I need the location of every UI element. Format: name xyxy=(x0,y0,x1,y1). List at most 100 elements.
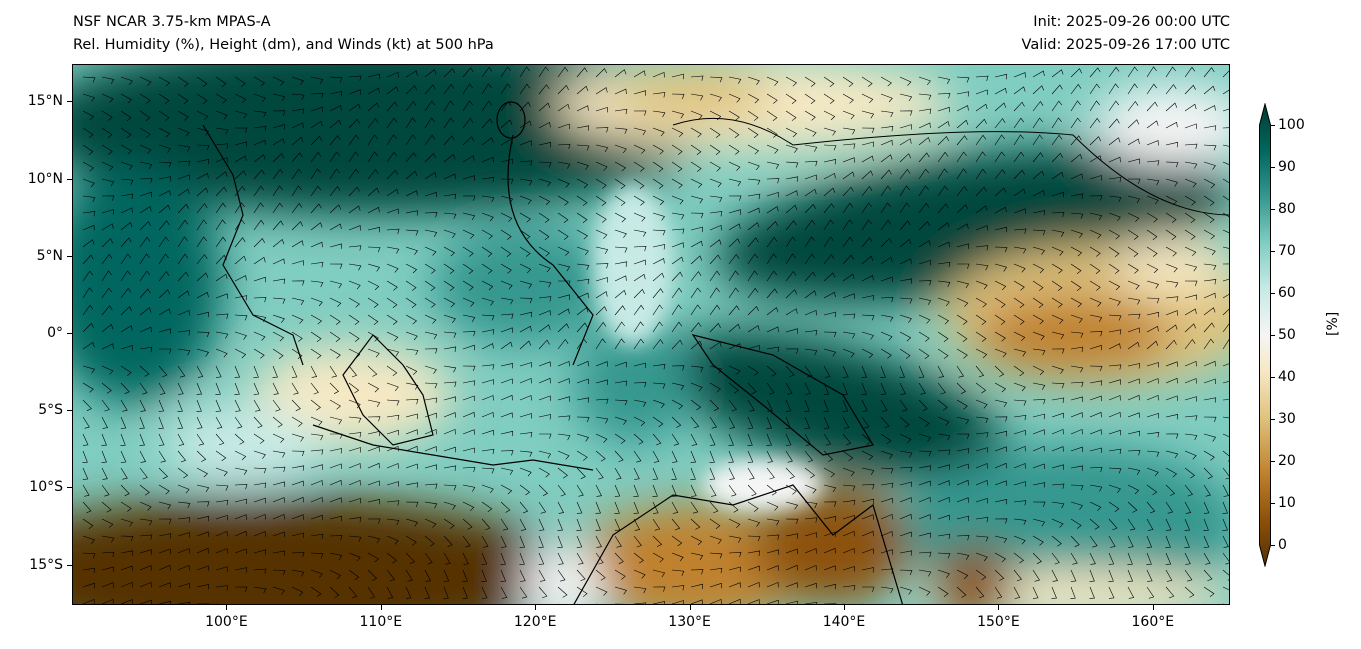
wind-barb xyxy=(1165,66,1176,78)
wind-barb xyxy=(1165,296,1179,302)
wind-barb xyxy=(842,186,854,197)
wind-barb xyxy=(272,433,285,443)
wind-barb xyxy=(671,433,680,446)
wind-barb xyxy=(443,135,455,146)
wind-barb xyxy=(82,322,94,333)
wind-barb xyxy=(1146,311,1160,318)
wind-barb xyxy=(405,413,418,420)
wind-barb xyxy=(899,202,910,214)
wind-barb xyxy=(880,219,892,231)
wind-barb xyxy=(861,484,875,490)
wind-barb xyxy=(1051,412,1064,419)
wind-barb xyxy=(1146,535,1153,548)
wind-barb xyxy=(728,518,741,529)
wind-barb xyxy=(443,212,457,219)
wind-barb xyxy=(595,501,601,514)
wind-barb xyxy=(690,195,704,204)
wind-barb xyxy=(1089,365,1103,372)
wind-barb xyxy=(538,142,552,148)
wind-barb xyxy=(215,93,227,104)
wind-barb xyxy=(652,244,666,250)
wind-barb xyxy=(1032,445,1045,452)
wind-barb xyxy=(310,416,323,426)
wind-barb xyxy=(424,569,431,582)
wind-barb xyxy=(709,552,723,559)
wind-barb xyxy=(139,399,146,412)
wind-barb xyxy=(1203,85,1216,95)
wind-barb xyxy=(215,76,227,87)
wind-barb xyxy=(937,382,946,395)
wind-barb xyxy=(747,416,754,429)
wind-barb xyxy=(1165,229,1177,240)
wind-barb xyxy=(690,569,704,575)
wind-barb xyxy=(975,118,987,129)
wind-barb xyxy=(728,343,741,350)
lat-tick-mark xyxy=(67,564,72,566)
wind-barb xyxy=(158,365,168,378)
wind-barb xyxy=(367,102,380,112)
wind-barb xyxy=(196,144,210,151)
wind-barb xyxy=(557,338,569,350)
wind-barb xyxy=(177,174,190,180)
wind-barb xyxy=(652,127,665,137)
wind-barb xyxy=(690,304,701,316)
wind-barb xyxy=(329,552,343,560)
wind-barb xyxy=(937,76,951,84)
wind-barb xyxy=(481,569,487,582)
wind-barb xyxy=(101,598,114,604)
wind-barb xyxy=(614,484,621,497)
wind-barb xyxy=(709,535,722,545)
wind-barb xyxy=(652,288,664,299)
wind-barb xyxy=(139,382,148,395)
wind-barb xyxy=(367,365,378,377)
wind-barb xyxy=(158,328,171,334)
wind-barb xyxy=(823,583,837,590)
wind-barb xyxy=(196,311,210,318)
wind-barb xyxy=(234,530,247,537)
wind-barb xyxy=(975,348,988,359)
wind-barb xyxy=(595,212,607,223)
wind-barb xyxy=(994,480,1007,486)
lon-tick-mark xyxy=(380,605,382,610)
wind-barb xyxy=(215,484,229,491)
wind-barb xyxy=(899,124,912,130)
wind-barb xyxy=(386,134,397,146)
wind-barb xyxy=(139,534,153,540)
wind-barb xyxy=(196,254,208,265)
wind-barb xyxy=(1127,430,1141,437)
wind-barb xyxy=(139,549,152,555)
wind-barb xyxy=(272,138,285,146)
wind-barb xyxy=(1108,66,1120,78)
wind-barb xyxy=(1222,586,1229,591)
wind-barb xyxy=(348,463,361,469)
wind-barb xyxy=(253,399,261,412)
wind-barb xyxy=(1203,125,1217,131)
wind-barb xyxy=(994,382,1007,393)
wind-barb xyxy=(595,398,609,404)
wind-barb xyxy=(1184,569,1193,582)
wind-barb xyxy=(443,314,456,323)
wind-barb xyxy=(310,449,324,455)
wind-barb xyxy=(614,518,621,531)
wind-barb xyxy=(310,280,324,288)
wind-barb xyxy=(576,229,589,240)
wind-barb xyxy=(1051,586,1057,599)
wind-barb xyxy=(462,263,474,275)
wind-barb xyxy=(1032,552,1042,564)
wind-barb xyxy=(272,382,279,395)
wind-barb xyxy=(861,155,874,163)
wind-barb xyxy=(938,603,939,604)
wind-barb xyxy=(1070,297,1083,308)
wind-barb xyxy=(139,110,151,122)
wind-barb xyxy=(557,178,570,188)
wind-barb xyxy=(1032,413,1045,420)
wind-barb xyxy=(443,569,450,582)
colorbar-tick-mark xyxy=(1271,545,1275,546)
wind-barb xyxy=(1165,552,1172,565)
wind-barb xyxy=(405,210,419,216)
wind-barb xyxy=(462,429,475,435)
wind-barb xyxy=(557,103,570,112)
wind-barb xyxy=(956,297,969,307)
wind-barb xyxy=(481,343,494,350)
wind-barb xyxy=(1070,501,1083,510)
